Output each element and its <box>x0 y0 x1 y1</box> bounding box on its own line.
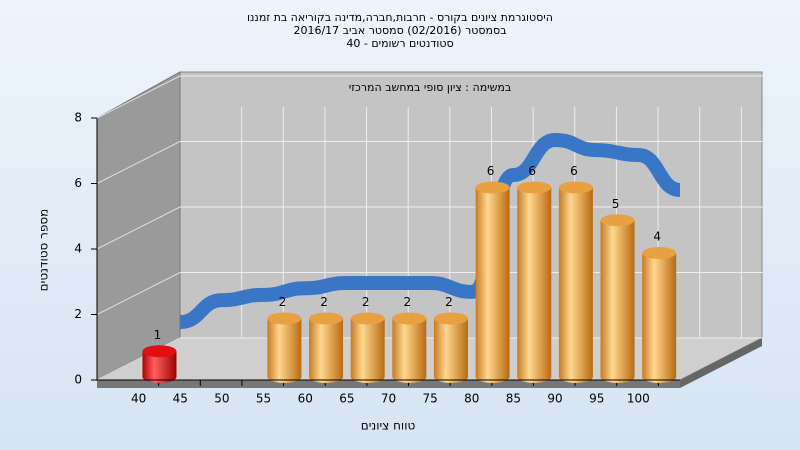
x-tick-label: 70 <box>381 392 396 406</box>
chart-subtitle: סטודנטים רשומים - 40 <box>346 37 453 50</box>
x-tick-label: 100 <box>627 392 650 406</box>
bar: 6 <box>558 164 593 383</box>
bar: 4 <box>642 230 677 383</box>
chart-title: היסטוגרמת ציונים בקורס - חרבות,חברה,מדינ… <box>247 11 553 24</box>
grid-line <box>96 141 181 184</box>
bar: 5 <box>600 197 635 383</box>
data-label: 6 <box>570 164 578 178</box>
bars: 1 2 2 2 2 2 6 6 6 5 4 <box>142 164 677 383</box>
chart-subtitle: בסמסטר (02/2016) סמסטר אביב 2016/17 <box>293 24 506 37</box>
bar-top <box>392 312 427 325</box>
bar-body <box>558 187 593 383</box>
data-label: 6 <box>487 164 495 178</box>
side-wall <box>96 71 181 381</box>
x-tick-label: 85 <box>506 392 521 406</box>
bar-top <box>350 312 385 325</box>
bar-body <box>392 318 427 383</box>
bar-top <box>267 312 302 325</box>
data-label: 4 <box>653 230 661 244</box>
bar: 6 <box>517 164 552 383</box>
bar-body <box>350 318 385 383</box>
bar-body <box>642 253 677 383</box>
y-tick-label: 8 <box>74 111 82 125</box>
data-label: 2 <box>362 295 370 309</box>
x-tick-label: 75 <box>423 392 438 406</box>
bar-top <box>309 312 344 325</box>
bar: 6 <box>475 164 510 383</box>
bar-top <box>558 181 593 194</box>
bar-body <box>433 318 468 383</box>
data-label: 2 <box>320 295 328 309</box>
bar-body <box>309 318 344 383</box>
bar-body <box>517 187 552 383</box>
bar: 2 <box>433 295 468 383</box>
bar-top <box>517 181 552 194</box>
bar: 2 <box>267 295 302 383</box>
x-tick-label: 60 <box>298 392 313 406</box>
trend-layer <box>179 132 682 330</box>
y-tick-label: 0 <box>74 373 82 387</box>
x-tick-label: 65 <box>339 392 354 406</box>
grid-line <box>96 272 181 315</box>
bar-top <box>433 312 468 325</box>
annotation: במשימה : ציון סופי במחשב המרכזי <box>349 81 512 94</box>
data-label: 2 <box>279 295 287 309</box>
bar-body <box>600 220 635 383</box>
bar: 2 <box>350 295 385 383</box>
bar: 2 <box>309 295 344 383</box>
y-axis-label: מספר סטודנטים <box>37 209 51 292</box>
bar-top <box>142 345 177 358</box>
x-tick-label: 40 <box>131 392 146 406</box>
bar-top <box>600 214 635 227</box>
x-tick-label: 95 <box>589 392 604 406</box>
data-label: 1 <box>154 328 162 342</box>
data-label: 5 <box>612 197 620 211</box>
x-tick-label: 90 <box>547 392 562 406</box>
x-tick-label: 55 <box>256 392 271 406</box>
grid-line <box>96 337 181 381</box>
bar: 1 <box>142 328 177 383</box>
x-tick-label: 45 <box>173 392 188 406</box>
x-axis-label: טווח ציונים <box>361 419 416 433</box>
y-tick-label: 6 <box>74 176 82 190</box>
bar-top <box>642 247 677 259</box>
bar-body <box>142 351 177 383</box>
data-label: 2 <box>445 295 453 309</box>
x-tick-label: 50 <box>214 392 229 406</box>
y-tick-label: 4 <box>74 242 82 256</box>
bar-top <box>475 181 510 194</box>
floor-edge <box>97 380 680 388</box>
bar-body <box>267 318 302 383</box>
trend-line <box>179 132 682 330</box>
y-tick-label: 2 <box>74 307 82 321</box>
floor-edge-side <box>680 338 762 388</box>
data-label: 6 <box>528 164 536 178</box>
bar: 2 <box>392 295 427 383</box>
grid-line <box>96 75 181 119</box>
data-label: 2 <box>404 295 412 309</box>
x-tick-label: 80 <box>464 392 479 406</box>
bar-body <box>475 187 510 383</box>
grid-line <box>96 206 181 250</box>
